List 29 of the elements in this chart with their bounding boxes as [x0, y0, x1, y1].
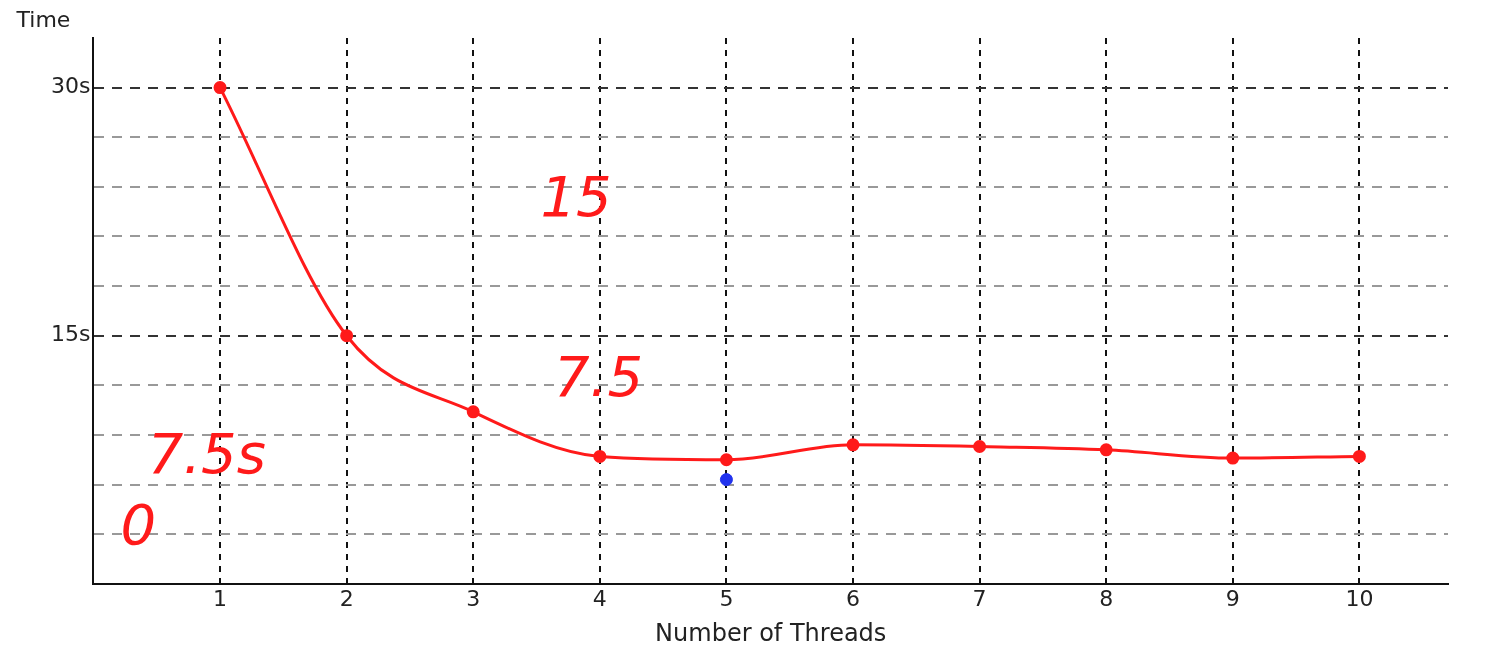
point	[213, 81, 227, 95]
x-tick-label: 7	[972, 585, 987, 611]
point	[1352, 449, 1366, 463]
x-tick-label: 1	[213, 585, 228, 611]
x-tick-label: 9	[1225, 585, 1240, 611]
x-tick-label: 5	[719, 585, 734, 611]
point	[1226, 451, 1240, 465]
y-tick-label: 15s	[50, 321, 91, 347]
x-tick-label: 3	[466, 585, 481, 611]
x-axis-title: Number of Threads	[655, 618, 887, 647]
point	[466, 405, 480, 419]
annotation: 15	[540, 164, 612, 230]
x-tick-label: 4	[592, 585, 607, 611]
point	[719, 453, 733, 467]
point	[1099, 443, 1113, 457]
point	[846, 438, 860, 452]
x-tick-label: 10	[1345, 585, 1374, 611]
y-tick-label: 30s	[50, 73, 91, 99]
annotation: 0	[120, 491, 157, 557]
point	[593, 449, 607, 463]
point	[719, 473, 733, 487]
x-tick-label: 6	[846, 585, 861, 611]
annotation: 7.5	[554, 344, 644, 410]
x-tick-label: 2	[339, 585, 354, 611]
point	[340, 329, 354, 343]
point	[973, 440, 987, 454]
annotation: 7.5s	[147, 420, 266, 486]
y-axis-title: Time	[15, 6, 71, 32]
x-tick-label: 8	[1099, 585, 1114, 611]
